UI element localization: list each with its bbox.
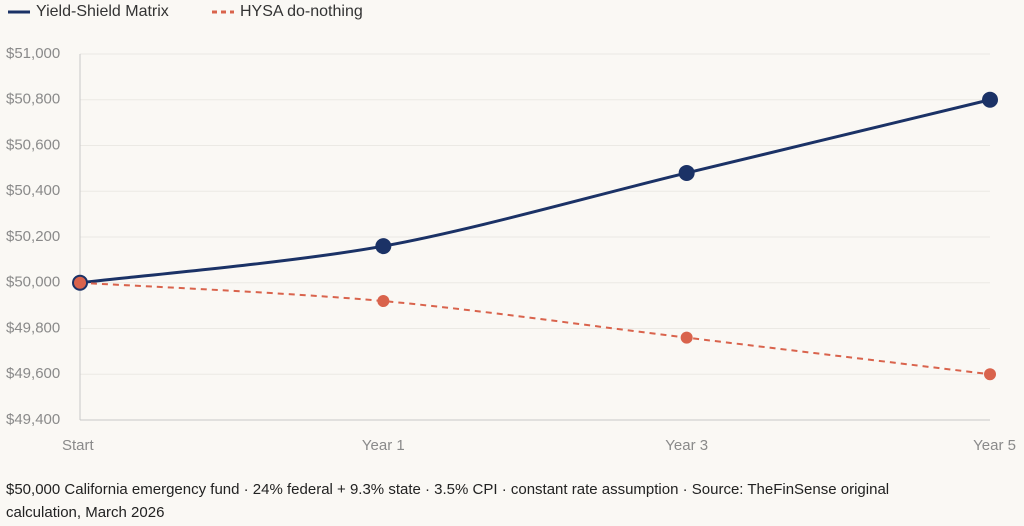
caption: $50,000 California emergency fund · 24% …	[6, 481, 890, 521]
x-tick-label: Year 3	[665, 437, 708, 454]
legend-label: Yield-Shield Matrix	[36, 3, 169, 20]
legend-label: HYSA do-nothing	[240, 3, 363, 20]
y-tick-label: $50,200	[6, 228, 60, 245]
y-tick-label: $49,600	[6, 365, 60, 382]
data-point	[74, 276, 86, 289]
data-point	[375, 238, 392, 255]
x-tick-label: Year 5	[973, 437, 1016, 454]
y-tick-label: $50,400	[6, 182, 60, 199]
x-tick-label: Start	[62, 437, 95, 454]
y-tick-label: $50,600	[6, 136, 60, 153]
series-line	[79, 281, 991, 376]
chart: $49,400 $49,600 $49,800 $50,000 $50,200 $50,4…	[6, 3, 1016, 454]
y-tick-label: $50,800	[6, 91, 60, 108]
data-point	[678, 164, 695, 181]
y-tick-label: $49,800	[6, 319, 60, 336]
data-point	[984, 368, 996, 381]
data-point	[377, 295, 390, 308]
y-tick-label: $51,000	[6, 45, 60, 62]
x-tick-label: Year 1	[362, 437, 405, 454]
data-point	[982, 91, 998, 108]
y-tick-label: $50,000	[6, 274, 60, 291]
series-line	[79, 98, 991, 285]
y-tick-label: $49,400	[6, 411, 60, 428]
data-point	[680, 331, 693, 344]
